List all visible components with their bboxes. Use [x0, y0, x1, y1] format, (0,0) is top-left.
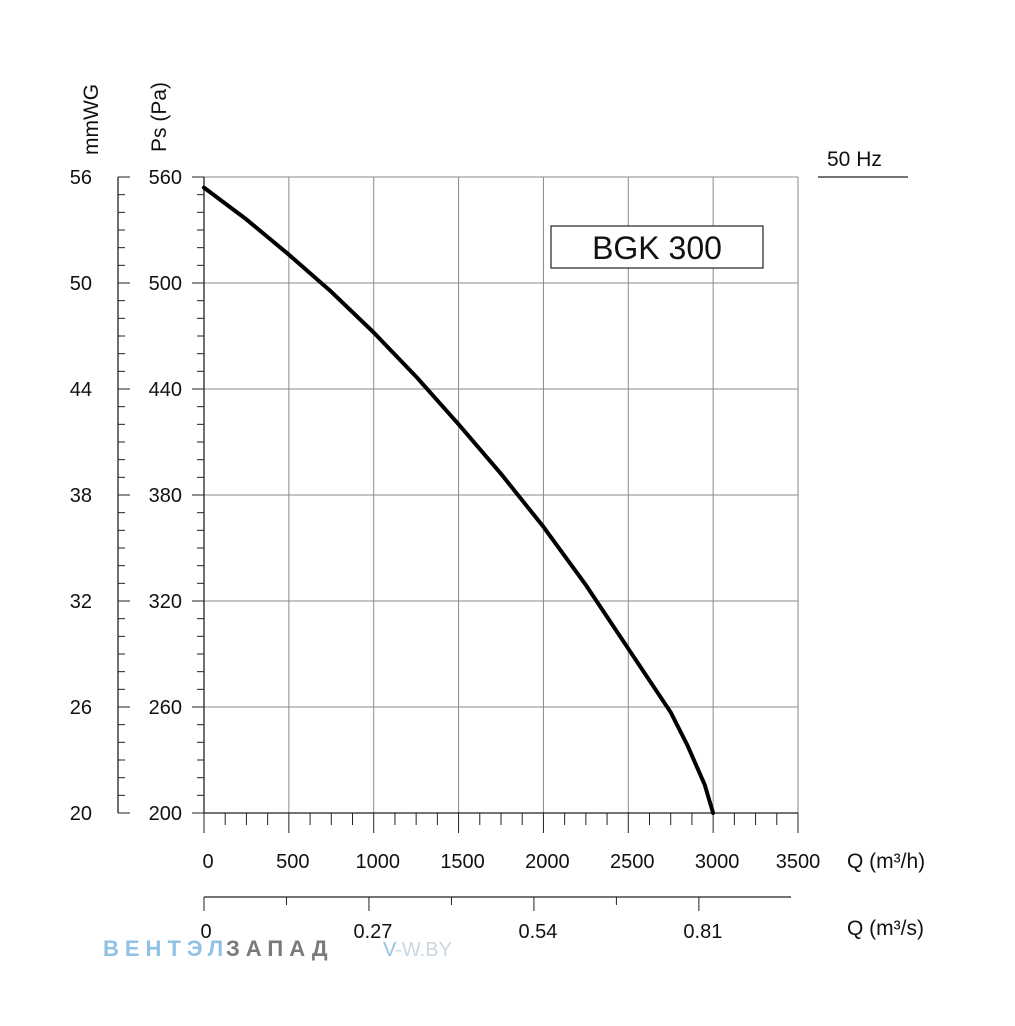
x-primary-tick-label: 2500 [610, 851, 655, 873]
y-primary-axis-title: Ps (Pa) [148, 82, 171, 152]
y-primary-tick-label: 560 [149, 167, 182, 189]
x-primary-tick-label: 0 [202, 851, 213, 873]
x-secondary-tick-label: 0.27 [353, 921, 392, 943]
x-primary-tick-label: 3500 [776, 851, 821, 873]
y-secondary-tick-label: 56 [70, 167, 92, 189]
x-primary-tick-label: 1000 [355, 851, 400, 873]
y-primary-tick-label: 320 [149, 591, 182, 613]
y-primary-tick-label: 380 [149, 485, 182, 507]
legend-frame [550, 225, 764, 269]
x-primary-axis-title: Q (m³/h) [847, 850, 925, 873]
series-line-bgk-300 [202, 185, 716, 815]
y-secondary-tick-label: 44 [70, 379, 92, 401]
x-secondary-tick-label: 0.81 [683, 921, 722, 943]
watermark-brand-part1: ВЕНТЭЛ [103, 936, 229, 961]
watermark-site-v: V [383, 939, 397, 961]
x-primary-tick-label: 500 [276, 851, 309, 873]
y-secondary-tick-label: 32 [70, 591, 92, 613]
y-secondary-axis-title: mmWG [80, 84, 103, 155]
x-secondary-axis-title: Q (m³/s) [847, 917, 924, 940]
watermark-site: V-W.BY [383, 939, 452, 961]
y-primary-tick-label: 260 [149, 697, 182, 719]
axes [117, 176, 798, 898]
watermark-site-rest: -W.BY [395, 939, 452, 961]
x-secondary-tick-label: 0 [200, 921, 211, 943]
frequency-label: 50 Hz [827, 148, 882, 171]
watermark: ВЕНТЭЛ ЗАПАД V-W.BY [103, 936, 452, 961]
watermark-brand-part2: ЗАПАД [226, 936, 334, 961]
x-primary-tick-label: 3000 [695, 851, 740, 873]
x-secondary-tick-label: 0.54 [518, 921, 557, 943]
y-secondary-tick-label: 50 [70, 273, 92, 295]
y-secondary-tick-label: 20 [70, 803, 92, 825]
y-primary-tick-label: 500 [149, 273, 182, 295]
y-secondary-tick-label: 38 [70, 485, 92, 507]
ticks [118, 176, 799, 911]
y-primary-tick-label: 440 [149, 379, 182, 401]
legend-box: BGK 300 [550, 225, 764, 269]
x-primary-tick-label: 2000 [525, 851, 570, 873]
grid [204, 177, 799, 814]
x-primary-tick-label: 1500 [440, 851, 485, 873]
y-primary-tick-label: 200 [149, 803, 182, 825]
legend-series-name: BGK 300 [592, 230, 722, 266]
y-secondary-tick-label: 26 [70, 697, 92, 719]
